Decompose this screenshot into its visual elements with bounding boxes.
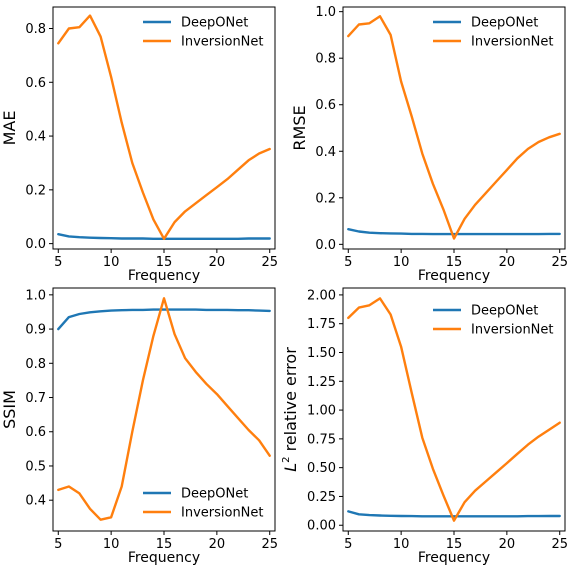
y-axis-label: L2 relative error [281,347,300,472]
series-line-inversionnet [347,297,561,522]
y-tick-label: 1.25 [307,375,336,390]
series-line-inversionnet [347,15,561,240]
x-tick-label: 10 [103,255,120,270]
y-axis-label: SSIM [0,390,19,429]
y-tick-label: 1.75 [307,317,336,332]
legend-entry-inversionnet: InversionNet [471,35,554,50]
y-axis-label: RMSE [290,105,309,150]
series-line-deeponet [347,510,561,518]
x-tick-label: 15 [156,255,173,270]
y-tick-label: 2.00 [307,288,336,303]
x-tick-label: 5 [344,537,352,552]
y-tick-label: 0.8 [25,22,46,37]
x-tick-label: 25 [261,255,278,270]
legend-entry-deeponet: DeepONet [181,487,248,502]
y-tick-label: 0.0 [25,237,46,252]
series-line-deeponet [57,308,271,331]
x-tick-label: 20 [499,255,516,270]
y-tick-label: 0.5 [25,459,46,474]
x-axis-label: Frequency [418,550,490,566]
legend-entry-deeponet: DeepONet [471,16,538,31]
y-tick-label: 0.4 [25,494,46,509]
legend-entry-inversionnet: InversionNet [471,323,554,338]
legend-entry-inversionnet: InversionNet [181,35,264,50]
y-tick-label: 1.50 [307,346,336,361]
legend-entry-deeponet: DeepONet [181,16,248,31]
x-tick-label: 10 [103,537,120,552]
x-axis-label: Frequency [418,268,490,284]
y-tick-label: 0.4 [25,130,46,145]
chart-panel-2: 5 10 15 20 25 0.0 0.2 0.4 0.6 0.8 1.0 Frequency RMSE… [290,5,568,284]
y-axis-label-exponent: 2 [281,456,292,462]
x-tick-label: 5 [54,255,62,270]
x-tick-label: 5 [54,537,62,552]
x-tick-label: 15 [446,537,463,552]
x-axis-label: Frequency [128,268,200,284]
y-tick-label: 0.2 [315,191,336,206]
y-axis-label: MAE [0,111,19,146]
chart-panel-4: 5 10 15 20 25 0.00 0.25 0.50 0.75 1.00 1.25 1.50 1.7… [281,287,568,566]
x-tick-label: 10 [393,537,410,552]
y-axis-label-symbol: L [281,463,300,472]
y-tick-label: 0.6 [25,76,46,91]
y-tick-label: 0.50 [307,461,336,476]
y-tick-label: 0.8 [315,52,336,67]
y-tick-label: 0.25 [307,490,336,505]
chart-panel-1: 5 10 15 20 25 0.0 0.2 0.4 0.6 0.8 Frequency MAE Deep… [0,6,278,284]
chart-panel-3: 5 10 15 20 25 0.4 0.5 0.6 0.7 0.8 0.9 1.0 Frequency S… [0,287,278,566]
y-tick-label: 1.0 [25,288,46,303]
y-tick-label: 0.6 [315,98,336,113]
y-tick-label: 0.6 [25,425,46,440]
series-line-inversionnet [57,14,271,241]
y-tick-label: 1.0 [315,5,336,20]
legend-entry-inversionnet: InversionNet [181,506,264,521]
y-tick-label: 1.00 [307,404,336,419]
x-tick-label: 15 [446,255,463,270]
x-tick-label: 20 [209,255,226,270]
x-tick-label: 15 [156,537,173,552]
y-tick-label: 0.2 [25,183,46,198]
y-tick-label: 0.4 [315,145,336,160]
x-tick-label: 20 [209,537,226,552]
x-tick-label: 20 [499,537,516,552]
y-tick-label: 0.0 [315,238,336,253]
legend-entry-deeponet: DeepONet [471,304,538,319]
x-axis-label: Frequency [128,550,200,566]
y-tick-label: 0.7 [25,391,46,406]
y-tick-label: 0.75 [307,432,336,447]
y-tick-label: 0.8 [25,357,46,372]
series-line-inversionnet [57,297,271,521]
x-tick-label: 25 [551,537,568,552]
series-line-deeponet [347,227,561,236]
y-tick-label: 0.00 [307,519,336,534]
x-tick-label: 5 [344,255,352,270]
x-tick-label: 10 [393,255,410,270]
y-axis-label-text: relative error [281,347,300,457]
x-tick-label: 25 [261,537,278,552]
x-tick-label: 25 [551,255,568,270]
y-tick-label: 0.9 [25,323,46,338]
